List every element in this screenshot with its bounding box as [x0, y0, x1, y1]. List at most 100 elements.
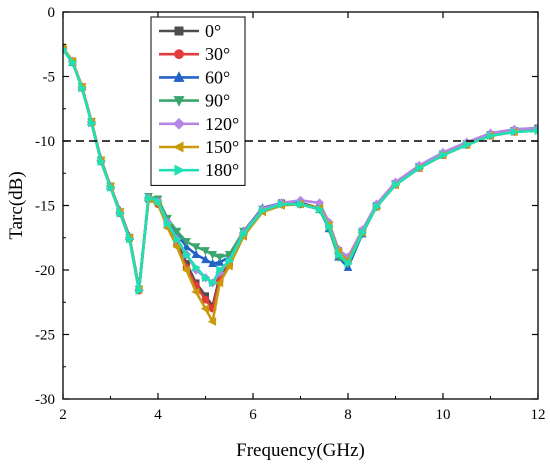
data-point: [439, 150, 448, 160]
data-point: [486, 131, 496, 141]
data-point: [215, 253, 225, 262]
data-point: [208, 251, 217, 260]
data-point: [201, 254, 210, 264]
data-point: [201, 247, 210, 256]
series-5: [63, 43, 538, 326]
data-point: [391, 180, 401, 190]
data-point: [69, 57, 78, 67]
legend-label: 0°: [205, 21, 221, 41]
data-point: [208, 258, 217, 268]
legend-label: 180°: [205, 160, 239, 180]
x-tick-label: 8: [344, 407, 352, 423]
data-point: [207, 317, 217, 326]
legend-label: 120°: [205, 114, 239, 134]
legend-marker: [174, 49, 184, 60]
legend-item: 90°: [159, 91, 230, 111]
data-point: [224, 261, 233, 271]
data-point: [191, 249, 201, 259]
y-tick-label: -25: [35, 328, 55, 344]
legend-label: 150°: [205, 137, 239, 157]
data-point: [173, 234, 182, 244]
data-point: [88, 118, 97, 128]
legend-item: 0°: [159, 21, 221, 41]
series-0: [63, 44, 538, 310]
data-point: [126, 234, 135, 244]
legend-marker: [172, 141, 184, 153]
data-point: [182, 238, 191, 247]
legend-item: 150°: [159, 137, 239, 157]
data-point: [225, 256, 235, 266]
legend-label: 90°: [205, 91, 230, 111]
data-point: [258, 206, 268, 215]
data-point: [344, 259, 353, 268]
data-point: [325, 221, 334, 231]
data-point: [209, 278, 218, 288]
data-point: [315, 205, 325, 214]
data-point: [358, 228, 368, 237]
data-point: [181, 265, 190, 275]
x-tick-label: 4: [154, 407, 162, 423]
data-point: [372, 202, 382, 212]
y-tick-label: -5: [43, 70, 56, 86]
legend-marker: [174, 26, 184, 36]
data-point: [296, 199, 306, 209]
data-point: [97, 157, 106, 166]
data-point: [240, 229, 249, 239]
series-6: [63, 46, 538, 295]
x-tick-label: 12: [531, 407, 546, 423]
data-point: [135, 286, 144, 295]
tick-labels: 2 4 6 8 10 12 0 -5 -10 -15 -20 -25 -30: [35, 5, 546, 423]
data-point: [191, 243, 201, 252]
data-point: [172, 227, 182, 237]
data-point: [154, 197, 163, 206]
data-point: [78, 83, 87, 93]
series-layer: [63, 43, 538, 326]
series-line: [63, 48, 538, 290]
data-point: [463, 140, 472, 150]
legend-marker: [174, 164, 186, 176]
data-point: [164, 219, 173, 228]
data-point: [200, 304, 209, 314]
data-point: [191, 287, 200, 297]
x-tick-label: 2: [59, 407, 67, 423]
legend-item: 180°: [159, 160, 239, 180]
x-axis-title: Frequency(GHz): [236, 440, 365, 461]
data-point: [415, 163, 425, 173]
legend-marker: [173, 117, 185, 130]
series-line: [63, 48, 538, 291]
data-point: [183, 250, 192, 259]
y-tick-label: -30: [35, 392, 55, 408]
legend-item: 60°: [159, 67, 230, 87]
series-line: [63, 48, 538, 292]
y-tick-label: 0: [48, 5, 56, 21]
series-line: [63, 47, 538, 291]
x-tick-label: 6: [249, 407, 257, 423]
data-point: [107, 183, 116, 192]
data-point: [145, 193, 154, 203]
data-point: [201, 295, 210, 304]
series-1: [63, 44, 538, 313]
legend: 0° 30° 60° 90° 120° 150° 180°: [150, 16, 246, 186]
legend-label: 60°: [205, 67, 230, 87]
series-line: [63, 47, 538, 323]
data-point: [202, 273, 211, 283]
data-point: [334, 250, 344, 259]
data-point: [214, 278, 224, 288]
legend-item: 120°: [159, 114, 239, 134]
y-tick-label: -10: [35, 134, 55, 150]
data-point: [510, 127, 520, 137]
data-point: [172, 242, 181, 252]
legend-marker: [173, 71, 185, 82]
y-tick-label: -20: [35, 263, 55, 279]
data-point: [216, 265, 225, 275]
legend-label: 30°: [205, 44, 230, 64]
data-point: [192, 263, 201, 272]
data-point: [534, 126, 538, 136]
data-point: [116, 208, 125, 218]
y-tick-label: -15: [35, 199, 55, 215]
x-tick-label: 10: [436, 407, 451, 423]
data-point: [277, 199, 287, 209]
axis-ticks: [62, 11, 539, 400]
legend-marker: [173, 96, 185, 107]
